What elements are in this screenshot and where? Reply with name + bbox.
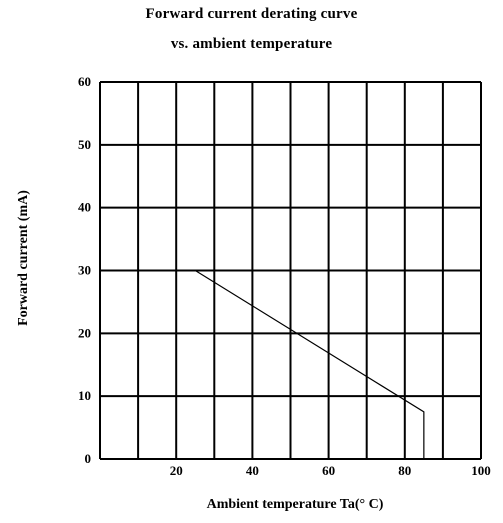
x-tick-label: 80 — [398, 463, 411, 478]
y-tick-label: 40 — [78, 200, 91, 215]
x-tick-label: 100 — [471, 463, 491, 478]
y-tick-label: 50 — [78, 137, 91, 152]
y-tick-label: 0 — [85, 451, 92, 466]
x-tick-label: 20 — [170, 463, 183, 478]
x-tick-label: 40 — [246, 463, 259, 478]
chart-subtitle: vs. ambient temperature — [170, 36, 333, 52]
chart-title: Forward current derating curve — [145, 6, 358, 22]
y-tick-label: 10 — [78, 388, 91, 403]
y-tick-label: 20 — [78, 325, 91, 340]
x-axis-label: Ambient temperature Ta(° C) — [206, 497, 384, 512]
x-tick-label: 60 — [322, 463, 335, 478]
derating-curve-line — [194, 269, 425, 459]
y-tick-label: 60 — [78, 74, 91, 89]
y-tick-label: 30 — [78, 263, 91, 278]
